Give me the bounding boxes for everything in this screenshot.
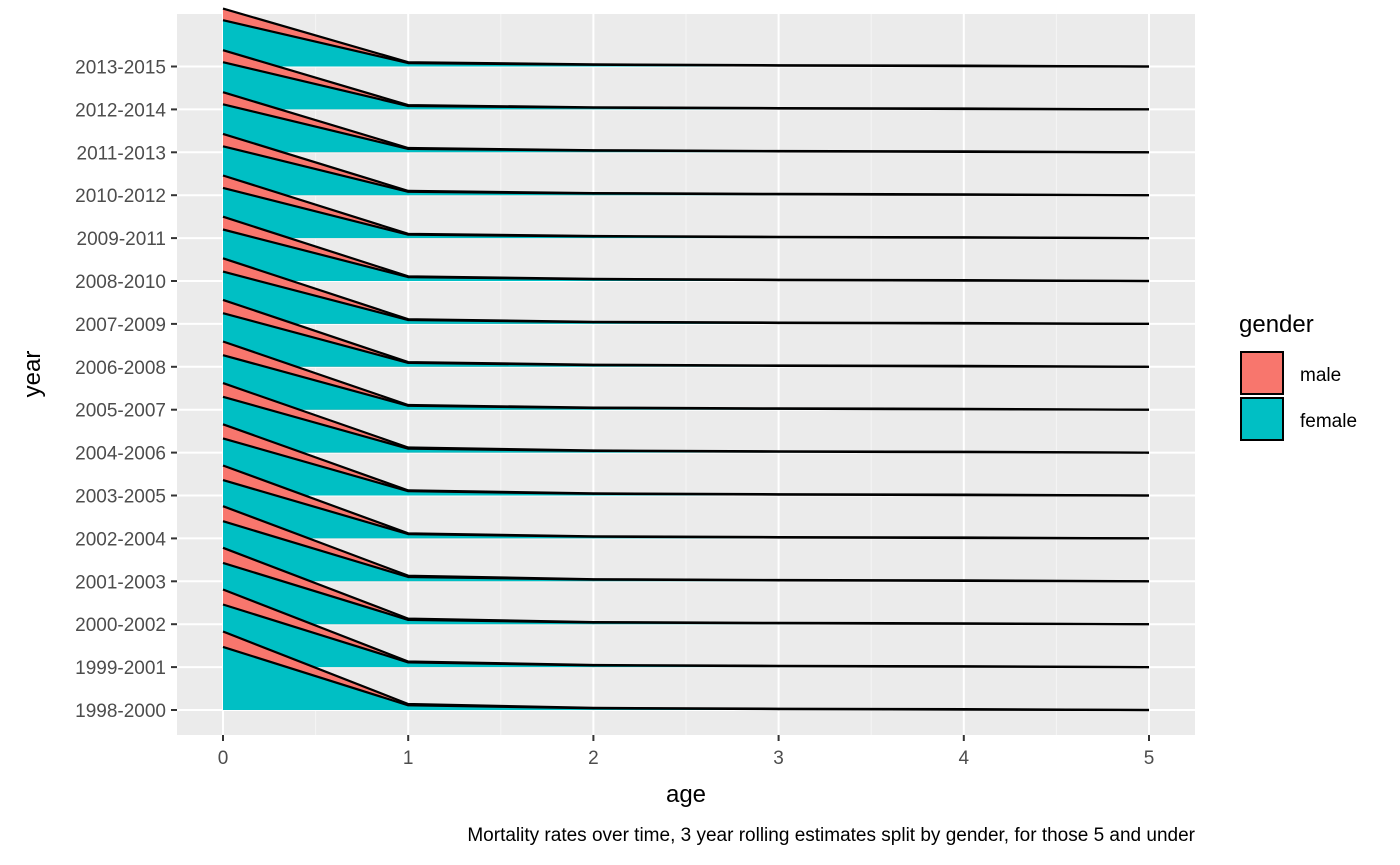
y-tick-label: 2007-2009 bbox=[75, 315, 166, 336]
ridge-2012-2014 bbox=[222, 49, 1150, 111]
ridge-area-female bbox=[223, 146, 1149, 196]
x-axis: 0 1 2 3 4 5 bbox=[218, 735, 1155, 769]
ridge-2004-2006 bbox=[222, 382, 1150, 454]
ridge-2001-2003 bbox=[222, 505, 1150, 583]
ridge-line-female bbox=[222, 103, 1150, 154]
y-tick-label: 2004-2006 bbox=[75, 444, 166, 465]
legend-title: gender bbox=[1239, 311, 1314, 338]
ridge-area-female bbox=[223, 521, 1149, 582]
ridge-2000-2002 bbox=[222, 546, 1150, 626]
ridge-area-female bbox=[223, 271, 1149, 324]
ridge-line-female bbox=[222, 354, 1150, 411]
x-tick-label: 5 bbox=[1144, 748, 1155, 769]
ridge-area-female bbox=[223, 20, 1149, 67]
ridge-2009-2011 bbox=[222, 174, 1150, 240]
ridge-2002-2004 bbox=[222, 464, 1150, 540]
ridge-line-female bbox=[222, 479, 1150, 540]
y-axis: 1998-2000 1999-2001 2000-2002 2001-2003 2002… bbox=[75, 58, 177, 722]
x-tick-label: 0 bbox=[218, 748, 229, 769]
ridge-area-female bbox=[223, 187, 1149, 239]
ridge-area-female bbox=[223, 313, 1149, 367]
ridge-2007-2009 bbox=[222, 257, 1150, 325]
ridge-area-female bbox=[223, 355, 1149, 410]
legend-key-male bbox=[1240, 351, 1284, 395]
ridge-line-female bbox=[222, 228, 1150, 283]
ridges bbox=[222, 7, 1150, 712]
y-tick-label: 2009-2011 bbox=[77, 229, 166, 250]
y-tick-label: 2011-2013 bbox=[77, 143, 166, 164]
ridge-2010-2012 bbox=[222, 132, 1150, 197]
ridge-1999-2001 bbox=[222, 588, 1150, 669]
ridge-area-female bbox=[223, 562, 1149, 625]
y-tick-label: 2001-2003 bbox=[75, 572, 166, 593]
legend-label-female: female bbox=[1300, 411, 1357, 432]
ridge-2013-2015 bbox=[222, 7, 1150, 68]
ridge-line-female bbox=[222, 561, 1150, 626]
x-axis-title: age bbox=[666, 781, 706, 808]
ridge-line-female bbox=[222, 61, 1150, 111]
chart-caption: Mortality rates over time, 3 year rollin… bbox=[467, 825, 1195, 846]
ridge-line-female bbox=[222, 186, 1150, 240]
ridge-line-female bbox=[222, 395, 1150, 454]
ridge-area-female bbox=[223, 438, 1149, 496]
ridge-area-female bbox=[223, 62, 1149, 110]
ridge-line-female bbox=[222, 437, 1150, 497]
y-tick-label: 2002-2004 bbox=[75, 529, 166, 550]
y-tick-label: 2008-2010 bbox=[75, 272, 166, 293]
ridge-area-female bbox=[223, 104, 1149, 153]
ridge-area-female bbox=[223, 604, 1149, 668]
ridge-line-female bbox=[222, 145, 1150, 197]
ridge-line-female bbox=[222, 603, 1150, 669]
legend-label-male: male bbox=[1300, 365, 1341, 386]
ridge-area-female bbox=[223, 646, 1149, 710]
ridge-1998-2000 bbox=[222, 630, 1150, 712]
ridge-2008-2010 bbox=[222, 215, 1150, 283]
legend-key-female bbox=[1240, 397, 1284, 441]
y-tick-label: 1999-2001 bbox=[75, 658, 166, 679]
y-tick-label: 2006-2008 bbox=[75, 358, 166, 379]
ridge-line-female bbox=[222, 645, 1150, 712]
ridge-area-female bbox=[223, 229, 1149, 281]
y-tick-label: 2013-2015 bbox=[75, 58, 166, 79]
y-tick-label: 2005-2007 bbox=[75, 401, 166, 422]
y-tick-label: 2012-2014 bbox=[75, 100, 166, 121]
x-tick-label: 3 bbox=[773, 748, 784, 769]
ridge-area-female bbox=[223, 396, 1149, 453]
ridge-2006-2008 bbox=[222, 298, 1150, 368]
x-tick-label: 1 bbox=[403, 748, 414, 769]
legend: gender male female bbox=[1239, 311, 1357, 441]
y-tick-label: 2000-2002 bbox=[75, 615, 166, 636]
ridge-2005-2007 bbox=[222, 340, 1150, 411]
ridge-line-female bbox=[222, 270, 1150, 325]
legend-items: male female bbox=[1240, 351, 1357, 441]
ridge-2003-2005 bbox=[222, 423, 1150, 497]
ridge-line-female bbox=[222, 19, 1150, 68]
y-tick-label: 2010-2012 bbox=[75, 186, 166, 207]
x-tick-label: 4 bbox=[959, 748, 970, 769]
y-tick-label: 2003-2005 bbox=[75, 487, 166, 508]
ridge-line-female bbox=[222, 520, 1150, 583]
y-axis-title: year bbox=[19, 351, 46, 398]
x-tick-label: 2 bbox=[588, 748, 599, 769]
ridge-line-female bbox=[222, 312, 1150, 368]
ridge-area-female bbox=[223, 480, 1149, 539]
ridge-2011-2013 bbox=[222, 91, 1150, 154]
y-tick-label: 1998-2000 bbox=[75, 701, 166, 722]
